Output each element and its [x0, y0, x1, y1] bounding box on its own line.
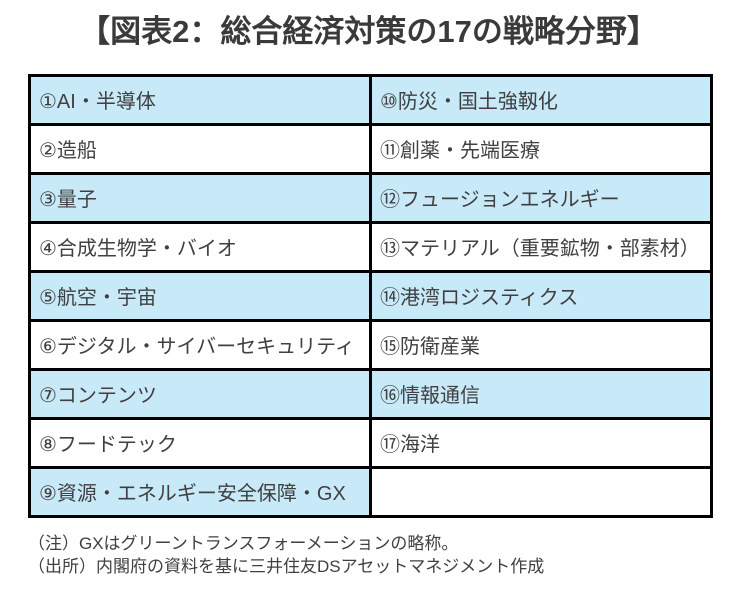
strategy-field-cell: ⑨資源・エネルギー安全保障・GX — [28, 465, 372, 518]
table-row: ③量子 ⑫フュージョンエネルギー — [28, 171, 713, 224]
strategy-field-cell: ⑭港湾ロジスティクス — [369, 269, 713, 322]
table-row: ⑨資源・エネルギー安全保障・GX — [28, 465, 713, 518]
strategy-field-cell: ②造船 — [28, 122, 372, 175]
source-line: （出所）内閣府の資料を基に三井住友DSアセットマネジメント作成 — [28, 556, 545, 576]
strategy-table-body: ①AI・半導体 ⑩防災・国土強靱化 ②造船 ⑪創薬・先端医療 ③量子 ⑫フュージョンエネル… — [28, 73, 713, 518]
table-row: ④合成生物学・バイオ ⑬マテリアル（重要鉱物・部素材） — [28, 220, 713, 273]
strategy-field-cell — [369, 465, 713, 518]
strategy-field-cell: ④合成生物学・バイオ — [28, 220, 372, 273]
table-row: ⑥デジタル・サイバーセキュリティ ⑮防衛産業 — [28, 318, 713, 371]
strategy-field-cell: ⑮防衛産業 — [369, 318, 713, 371]
strategy-field-cell: ⑥デジタル・サイバーセキュリティ — [28, 318, 372, 371]
table-row: ⑦コンテンツ ⑯情報通信 — [28, 367, 713, 420]
table-row: ⑤航空・宇宙 ⑭港湾ロジスティクス — [28, 269, 713, 322]
strategy-fields-table: ①AI・半導体 ⑩防災・国土強靱化 ②造船 ⑪創薬・先端医療 ③量子 ⑫フュージョンエネル… — [28, 73, 713, 518]
strategy-field-cell: ⑩防災・国土強靱化 — [369, 73, 713, 126]
strategy-field-cell: ①AI・半導体 — [28, 73, 372, 126]
table-row: ②造船 ⑪創薬・先端医療 — [28, 122, 713, 175]
figure-title: 【図表2：総合経済対策の17の戦略分野】 — [79, 14, 658, 49]
strategy-field-cell: ⑦コンテンツ — [28, 367, 372, 420]
strategy-field-cell: ⑬マテリアル（重要鉱物・部素材） — [369, 220, 713, 273]
footnotes: （注）GXはグリーントランスフォーメーションの略称。 （出所）内閣府の資料を基に… — [28, 533, 737, 579]
strategy-field-cell: ⑤航空・宇宙 — [28, 269, 372, 322]
table-row: ①AI・半導体 ⑩防災・国土強靱化 — [28, 73, 713, 126]
strategy-field-cell: ⑯情報通信 — [369, 367, 713, 420]
strategy-field-cell: ⑰海洋 — [369, 416, 713, 469]
strategy-field-cell: ③量子 — [28, 171, 372, 224]
table-row: ⑧フードテック ⑰海洋 — [28, 416, 713, 469]
strategy-field-cell: ⑧フードテック — [28, 416, 372, 469]
note-line: （注）GXはグリーントランスフォーメーションの略称。 — [28, 533, 459, 553]
strategy-field-cell: ⑪創薬・先端医療 — [369, 122, 713, 175]
strategy-field-cell: ⑫フュージョンエネルギー — [369, 171, 713, 224]
